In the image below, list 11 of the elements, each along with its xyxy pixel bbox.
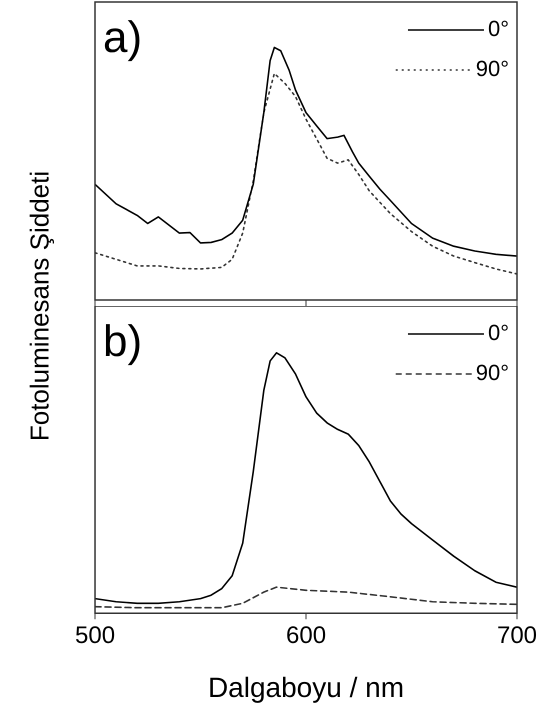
legend-label: 90°: [476, 56, 510, 82]
x-tick-label: 500: [75, 622, 116, 650]
chart-title: b): [103, 317, 142, 366]
legend-label: 0°: [488, 320, 510, 346]
x-tick-label: 700: [496, 622, 538, 650]
y-axis-title: Fotoluminesans Şiddeti: [24, 170, 56, 442]
chart-title: a): [103, 13, 142, 62]
legend-label: 0°: [488, 16, 510, 42]
legend-label: 90°: [476, 360, 510, 386]
x-tick-label: 600: [286, 622, 326, 650]
x-axis-title: Dalgaboyu / nm: [206, 672, 406, 704]
